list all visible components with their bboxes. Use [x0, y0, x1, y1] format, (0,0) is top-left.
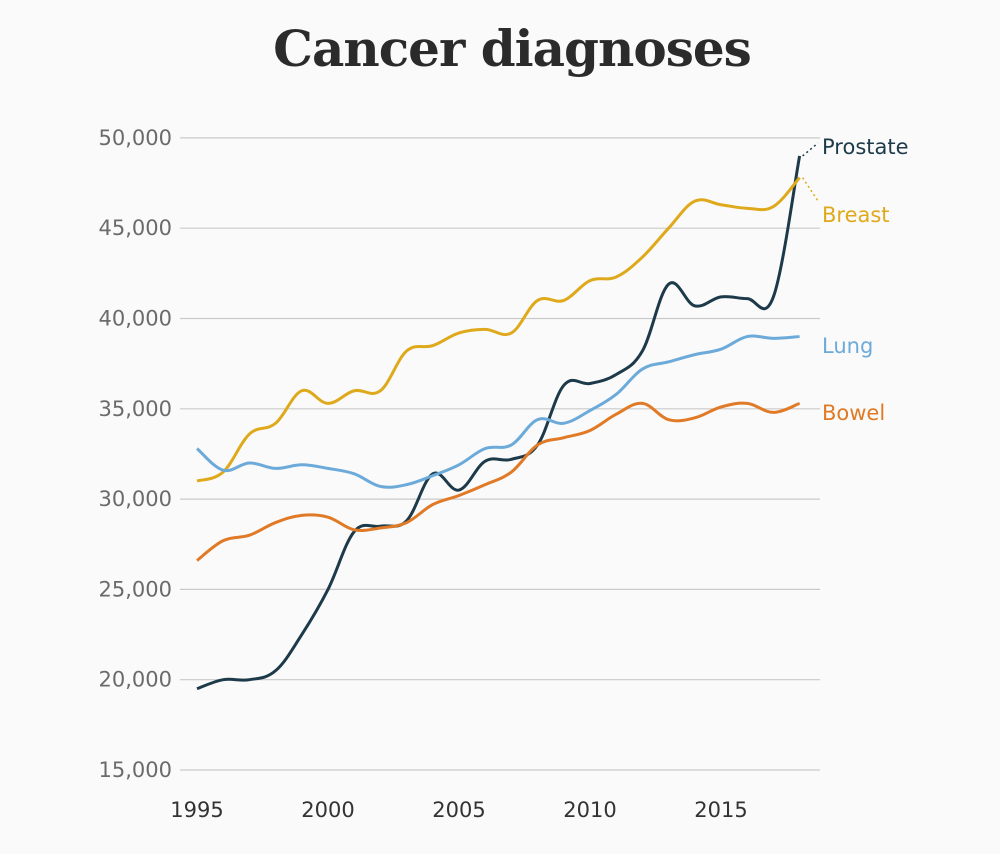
x-tick-label: 1995	[170, 798, 223, 822]
y-tick-label: 25,000	[99, 577, 172, 601]
series-labels: Prostate Breast Lung Bowel	[822, 135, 909, 425]
x-tick-label: 2010	[563, 798, 616, 822]
series-label-breast: Breast	[822, 203, 890, 227]
gridlines	[180, 137, 820, 771]
y-tick-label: 30,000	[99, 487, 172, 511]
y-tick-label: 35,000	[99, 397, 172, 421]
x-tick-label: 2005	[432, 798, 485, 822]
series-line-breast	[196, 176, 801, 483]
chart-title: Cancer diagnoses	[273, 19, 751, 78]
series-line-prostate	[196, 155, 802, 691]
y-tick-label: 20,000	[99, 668, 172, 692]
y-tick-label: 50,000	[99, 126, 172, 150]
y-tick-label: 40,000	[99, 307, 172, 331]
x-tick-label: 2000	[301, 798, 354, 822]
series-label-prostate: Prostate	[822, 135, 909, 159]
series-label-bowel: Bowel	[822, 401, 885, 425]
series-line-bowel	[196, 401, 801, 562]
leader-line	[801, 177, 819, 202]
series-label-lung: Lung	[822, 334, 873, 358]
y-axis: 15,000 20,000 25,000 30,000 35,000 40,000 45,0…	[99, 126, 172, 782]
y-tick-label: 15,000	[99, 758, 172, 782]
x-tick-label: 2015	[694, 798, 747, 822]
y-tick-label: 45,000	[99, 216, 172, 240]
series-lines	[195, 142, 819, 691]
x-axis: 1995 2000 2005 2010 2015	[170, 798, 747, 822]
series-line-lung	[195, 334, 800, 489]
leader-line	[802, 142, 819, 157]
